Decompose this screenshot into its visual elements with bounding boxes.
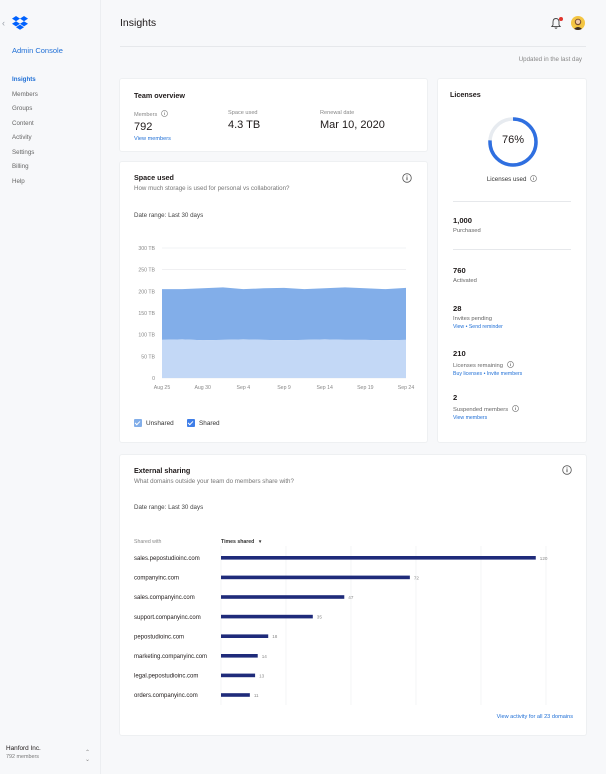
- external-sharing-card: External sharing What domains outside yo…: [120, 455, 586, 735]
- admin-console-title[interactable]: Admin Console: [12, 46, 63, 55]
- space-stat: Space used 4.3 TB: [228, 110, 260, 131]
- sidebar-nav: Insights Members Groups Content Activity…: [12, 73, 38, 189]
- licenses-purchased: 1,000 Purchased: [453, 216, 481, 234]
- sidebar: ‹ Admin Console Insights Members Groups …: [0, 0, 101, 774]
- date-range-value: Last 30 days: [168, 212, 204, 219]
- licenses-title: Licenses: [450, 90, 481, 99]
- licenses-used-text: Licenses used: [486, 176, 527, 183]
- licenses-donut: [488, 117, 538, 167]
- send-reminder-link[interactable]: View • Send reminder: [453, 324, 503, 330]
- page-title: Insights: [120, 17, 157, 29]
- licenses-percent: 76%: [501, 134, 525, 146]
- divider: [453, 201, 571, 202]
- remaining-label: Licenses remaining: [453, 363, 503, 369]
- sort-arrow-icon: ▼: [257, 539, 263, 544]
- external-date-range[interactable]: Date range: Last 30 days: [134, 504, 203, 511]
- legend-shared-label: Shared: [199, 419, 220, 427]
- org-name: Hanford Inc.: [6, 745, 41, 752]
- user-avatar-icon: [573, 18, 583, 30]
- space-used-card: Space used How much storage is used for …: [120, 162, 427, 442]
- sidebar-item-activity[interactable]: Activity: [12, 134, 32, 141]
- legend-unshared-label: Unshared: [146, 419, 174, 427]
- external-sharing-subtitle: What domains outside your team do member…: [134, 478, 294, 485]
- remaining-number: 210: [453, 349, 466, 358]
- space-used-subtitle: How much storage is used for personal vs…: [134, 185, 290, 192]
- info-icon[interactable]: [511, 405, 519, 412]
- info-icon[interactable]: [562, 465, 572, 475]
- renewal-stat: Renewal date Mar 10, 2020: [320, 110, 385, 131]
- suspended-number: 2: [453, 393, 458, 402]
- date-range-value: Last 30 days: [168, 504, 204, 511]
- members-value: 792: [134, 121, 153, 133]
- licenses-activated: 760 Activated: [453, 266, 477, 284]
- date-range-label: Date range:: [134, 504, 167, 511]
- space-used-title: Space used: [134, 173, 174, 182]
- updown-chevron-icon: ⌃ ⌄: [84, 750, 90, 763]
- team-overview-title: Team overview: [134, 91, 186, 100]
- bell-icon[interactable]: [550, 17, 562, 30]
- view-all-domains-link[interactable]: View activity for all 23 domains: [496, 714, 573, 720]
- info-icon[interactable]: [506, 361, 514, 368]
- suspended-label: Suspended members: [453, 407, 509, 413]
- licenses-card: Licenses: [438, 79, 586, 442]
- sidebar-item-members[interactable]: Members: [12, 90, 38, 98]
- licenses-used-label: Licenses used: [438, 175, 586, 183]
- invites-pending-label: Invites pending: [453, 316, 492, 322]
- notification-dot: [559, 17, 563, 21]
- org-switcher[interactable]: Hanford Inc. 792 members ⌃ ⌄: [6, 745, 96, 763]
- external-sharing-title: External sharing: [134, 466, 191, 475]
- purchased-label: Purchased: [453, 228, 481, 234]
- renewal-date-label: Renewal date: [320, 110, 355, 116]
- info-icon[interactable]: [161, 110, 168, 117]
- sidebar-item-billing[interactable]: Billing: [12, 163, 29, 170]
- updated-timestamp: Updated in the last day: [518, 56, 582, 63]
- licenses-invites-pending: 28 Invites pending View • Send reminder: [453, 304, 503, 330]
- checkbox-shared[interactable]: [187, 419, 195, 427]
- dropbox-logo-icon[interactable]: [12, 16, 28, 30]
- invites-pending-number: 28: [453, 304, 462, 313]
- members-label: Members: [134, 112, 158, 118]
- members-stat: Members 792 View members: [134, 110, 171, 142]
- purchased-number: 1,000: [453, 216, 473, 225]
- header-divider: [120, 46, 586, 47]
- info-icon[interactable]: [530, 175, 537, 182]
- licenses-remaining: 210 Licenses remaining Buy licenses • In…: [453, 349, 522, 377]
- shared-with-header: Shared with: [134, 539, 162, 545]
- sidebar-item-groups[interactable]: Groups: [12, 105, 33, 112]
- org-member-count: 792 members: [6, 754, 39, 760]
- space-used-value: 4.3 TB: [228, 119, 261, 131]
- sidebar-item-insights[interactable]: Insights: [12, 76, 36, 83]
- date-range-label: Date range:: [134, 212, 167, 219]
- checkbox-unshared[interactable]: [134, 419, 142, 427]
- sidebar-item-settings[interactable]: Settings: [12, 148, 35, 156]
- info-icon[interactable]: [402, 173, 412, 183]
- licenses-suspended: 2 Suspended members View members: [453, 393, 519, 421]
- space-date-range[interactable]: Date range: Last 30 days: [134, 212, 203, 219]
- buy-licenses-link[interactable]: Buy licenses • Invite members: [453, 371, 523, 377]
- legend-unshared[interactable]: Unshared: [134, 419, 174, 427]
- view-members-link[interactable]: View members: [134, 136, 171, 142]
- times-shared-label: Times shared: [221, 539, 255, 545]
- view-suspended-link[interactable]: View members: [453, 415, 488, 421]
- avatar[interactable]: [571, 16, 585, 30]
- activated-number: 760: [453, 266, 466, 275]
- renewal-date-value: Mar 10, 2020: [320, 119, 385, 131]
- space-used-label: Space used: [228, 110, 258, 116]
- times-shared-header[interactable]: Times shared ▼: [221, 539, 262, 545]
- sidebar-item-content[interactable]: Content: [12, 119, 34, 127]
- sidebar-item-help[interactable]: Help: [12, 177, 25, 185]
- team-overview-card: Team overview Members 792 View members S…: [120, 79, 427, 151]
- activated-label: Activated: [453, 278, 477, 284]
- collapse-chevron-icon[interactable]: ‹: [2, 18, 5, 28]
- divider: [453, 249, 571, 250]
- legend-shared[interactable]: Shared: [187, 419, 220, 427]
